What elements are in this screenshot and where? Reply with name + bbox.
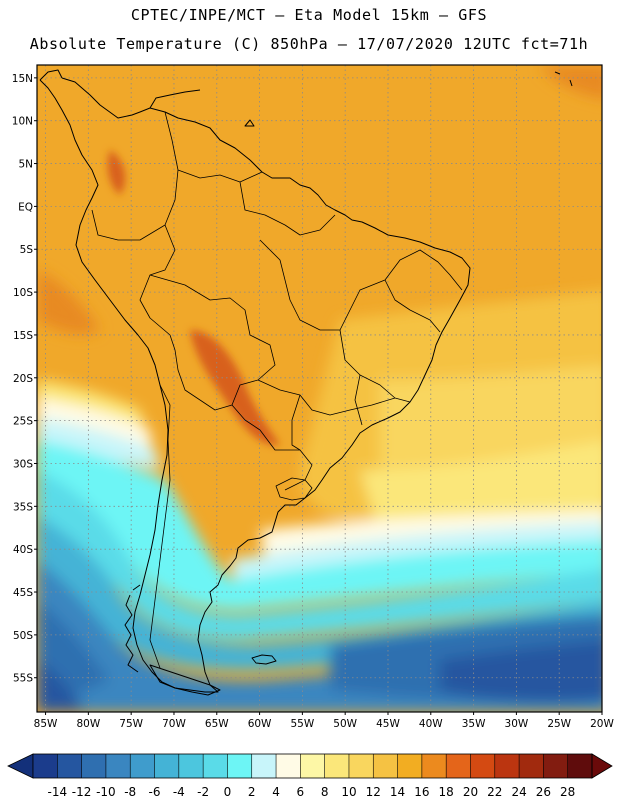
- colorbar-swatch: [421, 754, 447, 778]
- lon-label: 45W: [376, 718, 400, 730]
- colorbar-label: -4: [173, 785, 185, 799]
- colorbar-swatch: [397, 754, 423, 778]
- cold-cyan-band: [37, 440, 602, 610]
- lon-label: 55W: [291, 718, 315, 730]
- colorbar-label: 16: [414, 785, 429, 799]
- lon-label: 30W: [505, 718, 529, 730]
- lat-label: 20S: [13, 373, 33, 385]
- colorbar-label: 4: [272, 785, 280, 799]
- lon-label: 75W: [119, 718, 143, 730]
- colorbar-label: 18: [439, 785, 454, 799]
- lon-label: 40W: [419, 718, 443, 730]
- colorbar-swatch: [154, 754, 180, 778]
- colorbar-label: 12: [366, 785, 381, 799]
- south-america-coastline: [39, 77, 471, 693]
- latitude-axis: 15N 10N 5N EQ 5S 10S 15S 20S 25S 30S 35S 40S 45S 50S 5…: [12, 73, 37, 685]
- colorbar-swatch: [300, 754, 325, 778]
- colorbar-swatch: [470, 754, 496, 778]
- lat-label: 5S: [20, 244, 34, 256]
- lat-label: 55S: [13, 673, 33, 685]
- lat-label: 30S: [13, 458, 33, 470]
- colorbar-over-arrow: [591, 753, 613, 779]
- lat-label: 10N: [12, 116, 33, 128]
- colorbar-label: 26: [536, 785, 551, 799]
- colorbar-label: -2: [197, 785, 209, 799]
- lon-label: 80W: [76, 718, 100, 730]
- colorbar-under-arrow: [7, 753, 34, 779]
- colorbar-label: 6: [297, 785, 305, 799]
- colorbar-swatch: [543, 754, 568, 778]
- colorbar-swatch: [348, 754, 374, 778]
- colorbar-frame: [32, 753, 593, 779]
- lon-label: 35W: [462, 718, 486, 730]
- colorbar-label: -12: [72, 785, 92, 799]
- map-title: CPTEC/INPE/MCT – Eta Model 15km – GFS: [130, 6, 488, 24]
- political-borders: [91, 111, 463, 669]
- lat-label: 40S: [13, 544, 33, 556]
- lat-label: 35S: [13, 501, 33, 513]
- hot-core-zone: [107, 150, 280, 446]
- colorbar-swatch: [324, 754, 350, 778]
- cold-light-band: [37, 470, 602, 640]
- colorbar-swatch: [494, 754, 520, 778]
- colorbar-swatch: [57, 754, 82, 778]
- colorbar-swatch: [130, 754, 155, 778]
- colorbar-label: 22: [487, 785, 502, 799]
- lon-label: 60W: [248, 718, 272, 730]
- colorbar-label: -6: [149, 785, 161, 799]
- colorbar-swatch: [567, 754, 593, 778]
- colorbar-label: 14: [390, 785, 405, 799]
- lat-label: 50S: [13, 630, 33, 642]
- colorbar-swatch: [276, 754, 301, 778]
- map-subtitle: Absolute Temperature (C) 850hPa – 17/07/…: [29, 35, 589, 53]
- colorbar-label: 0: [224, 785, 232, 799]
- colorbar-label: 2: [248, 785, 256, 799]
- colorbar-swatch: [227, 754, 253, 778]
- chilean-archipelago-coast: [124, 584, 141, 673]
- lon-label: 70W: [162, 718, 186, 730]
- cream-band: [37, 398, 602, 560]
- colorbar-swatch: [251, 754, 277, 778]
- lon-label: 65W: [205, 718, 229, 730]
- cold-darkest-band: [37, 640, 602, 712]
- coastlines: [39, 69, 573, 696]
- colorbar-swatch: [105, 754, 131, 778]
- tierra-del-fuego-coast: [149, 664, 221, 696]
- lat-label: 15N: [12, 73, 33, 85]
- colorbar-label: 20: [463, 785, 478, 799]
- falkland-islands-coast: [251, 654, 277, 665]
- color-scale-bar: -14 -12 -10 -8 -6 -4 -2 0 2 4 6 8 10 12 14 16 18 20 22 24 26…: [7, 753, 613, 799]
- lat-label: 25S: [13, 416, 33, 428]
- lon-label: 85W: [34, 718, 58, 730]
- lat-label: 5N: [18, 159, 33, 171]
- colorbar-swatch: [203, 754, 228, 778]
- longitude-axis: 85W 80W 75W 70W 65W 60W 55W 50W 45W 40W 35W 30W 25W 2…: [34, 712, 614, 730]
- caribbean-coast: [39, 69, 573, 127]
- colorbar-swatch: [33, 754, 58, 778]
- colorbar-label: -8: [124, 785, 136, 799]
- freezing-band: [37, 418, 602, 585]
- lon-label: 50W: [333, 718, 357, 730]
- colorbar-swatch: [178, 754, 204, 778]
- colorbar-label: 24: [511, 785, 526, 799]
- map-frame: [36, 64, 603, 713]
- lon-label: 20W: [590, 718, 614, 730]
- lat-label: 15S: [13, 330, 33, 342]
- colorbar-swatch: [446, 754, 471, 778]
- colorbar-label: 28: [560, 785, 575, 799]
- colorbar-label: 8: [321, 785, 329, 799]
- colorbar-label: -14: [47, 785, 67, 799]
- colorbar-label: -10: [96, 785, 116, 799]
- colorbar-label: 10: [341, 785, 356, 799]
- colorbar-swatch: [373, 754, 398, 778]
- colorbar-swatch: [81, 754, 107, 778]
- lon-label: 25W: [547, 718, 571, 730]
- lat-label: 45S: [13, 587, 33, 599]
- lat-label: EQ: [18, 201, 33, 213]
- pale-band: [37, 380, 602, 535]
- lat-label: 10S: [13, 287, 33, 299]
- colorbar-swatch: [519, 754, 544, 778]
- temperature-field: [37, 65, 602, 712]
